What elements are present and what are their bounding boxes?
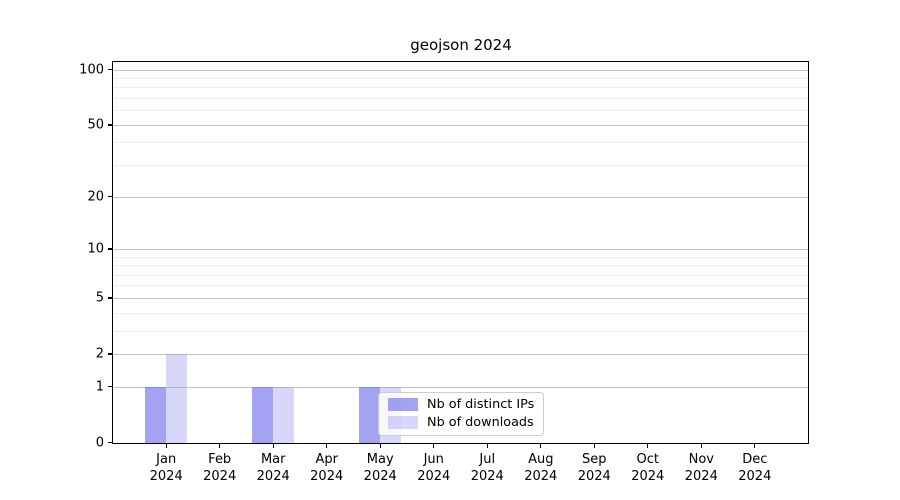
x-axis-tick (219, 444, 221, 448)
gridline-major (113, 297, 808, 299)
x-axis-tick-label: Nov 2024 (684, 452, 718, 484)
x-axis-tick (486, 444, 488, 448)
x-axis-tick-label: Sep 2024 (577, 452, 611, 484)
bar-mar-downloads (273, 386, 295, 443)
chart-title: geojson 2024 (410, 36, 512, 54)
gridline-minor (113, 285, 808, 287)
x-axis-tick (165, 444, 167, 448)
gridline-minor (113, 330, 808, 332)
y-axis-tick-label: 100 (79, 62, 104, 78)
x-axis-tick-label: Dec 2024 (738, 452, 772, 484)
gridline-major (113, 69, 808, 71)
x-axis-tick-label: Apr 2024 (310, 452, 344, 484)
x-axis-tick-label: Jul 2024 (470, 452, 504, 484)
gridline-minor (113, 274, 808, 276)
y-axis-tick-label: 20 (87, 189, 104, 205)
x-axis-tick (272, 444, 274, 448)
legend-label-distinct-ips: Nb of distinct IPs (427, 397, 535, 412)
y-axis-tick-label: 10 (87, 241, 104, 257)
gridline-minor (113, 256, 808, 258)
x-axis-tick (433, 444, 435, 448)
gridline-major (113, 248, 808, 250)
legend-item-downloads: Nb of downloads (388, 415, 534, 430)
bar-may-distinct-ips (358, 386, 381, 443)
legend-item-distinct-ips: Nb of distinct IPs (388, 397, 534, 412)
x-axis-tick (593, 444, 595, 448)
bar-jan-downloads (165, 354, 188, 443)
y-axis-tick-label: 5 (95, 290, 104, 306)
gridline-major (113, 353, 808, 355)
x-axis-tick-label: May 2024 (363, 452, 397, 484)
x-axis-tick (326, 444, 328, 448)
x-axis-tick (379, 444, 381, 448)
gridline-major (113, 124, 808, 126)
plot-area (112, 61, 809, 444)
y-axis-tick-label: 0 (95, 435, 104, 451)
gridline-major (113, 386, 808, 388)
x-axis-tick (647, 444, 649, 448)
gridline-minor (113, 265, 808, 267)
x-axis-tick (754, 444, 756, 448)
legend-swatch-distinct-ips (388, 398, 418, 411)
x-axis-tick-label: Aug 2024 (524, 452, 558, 484)
gridline-minor (113, 87, 808, 89)
y-axis-tick-label: 1 (95, 379, 104, 395)
x-axis-tick (700, 444, 702, 448)
legend-label-downloads: Nb of downloads (427, 415, 534, 430)
x-axis-tick-label: Mar 2024 (256, 452, 290, 484)
gridline-minor (113, 165, 808, 167)
bar-jan-distinct-ips (144, 386, 166, 443)
x-axis-tick-label: Jan 2024 (149, 452, 183, 484)
y-axis-tick-label: 50 (87, 117, 104, 133)
x-axis-tick-label: Feb 2024 (203, 452, 237, 484)
x-axis-tick (540, 444, 542, 448)
gridline-minor (113, 110, 808, 112)
gridline-minor (113, 312, 808, 314)
y-axis-tick-label: 2 (95, 346, 104, 362)
x-axis-tick-label: Oct 2024 (631, 452, 665, 484)
legend-swatch-downloads (388, 416, 418, 429)
legend: Nb of distinct IPs Nb of downloads (378, 392, 545, 436)
gridline-minor (113, 98, 808, 100)
gridline-minor (113, 142, 808, 144)
gridline-minor (113, 78, 808, 80)
x-axis-tick-label: Jun 2024 (417, 452, 451, 484)
bar-mar-distinct-ips (251, 386, 273, 443)
gridline-major (113, 196, 808, 198)
